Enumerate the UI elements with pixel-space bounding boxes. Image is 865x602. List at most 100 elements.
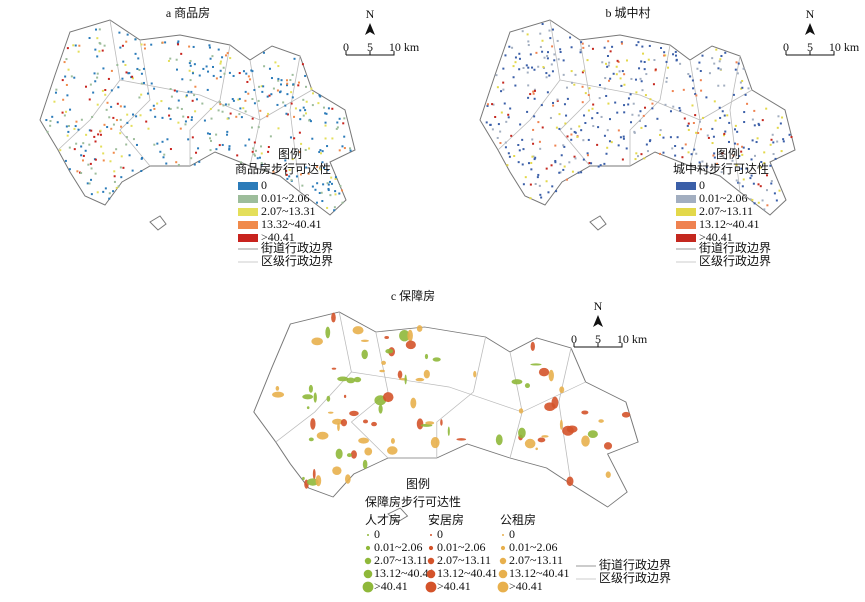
point (77, 50, 80, 53)
point (119, 46, 122, 49)
point (286, 82, 289, 85)
point (736, 143, 739, 146)
point (128, 154, 131, 157)
point (119, 105, 122, 108)
point (551, 70, 554, 73)
point (665, 80, 668, 83)
point (293, 57, 296, 60)
point (743, 111, 746, 114)
point (182, 115, 185, 118)
point (75, 120, 78, 123)
point (239, 107, 242, 110)
point (358, 437, 369, 444)
point (285, 173, 288, 176)
legend-label: 街道行政边界 (599, 558, 671, 572)
point (541, 23, 544, 26)
point (538, 184, 541, 187)
point (120, 125, 123, 128)
point (341, 145, 344, 148)
legend-swatch (238, 221, 258, 229)
point (447, 426, 450, 437)
point (116, 102, 119, 105)
point (580, 129, 583, 132)
point (88, 129, 91, 132)
point (70, 75, 73, 78)
point (112, 151, 115, 154)
point (533, 115, 536, 118)
point (566, 476, 574, 487)
point (526, 71, 529, 74)
point (94, 172, 97, 175)
point (237, 98, 240, 101)
point (321, 150, 324, 153)
island (589, 215, 607, 231)
point (223, 72, 226, 75)
point (131, 75, 134, 78)
point (362, 459, 368, 470)
point (397, 370, 403, 379)
point (125, 40, 128, 43)
point (152, 104, 155, 107)
point (301, 63, 304, 66)
point (285, 112, 288, 115)
point (721, 152, 724, 155)
legend-swatch (363, 569, 373, 579)
point (583, 114, 586, 117)
point (566, 135, 569, 138)
point (734, 124, 737, 127)
point (326, 145, 329, 148)
point (566, 178, 569, 181)
point (318, 151, 321, 154)
point (362, 419, 369, 424)
point (188, 62, 191, 65)
point (132, 138, 135, 141)
point (625, 59, 628, 62)
point (526, 33, 529, 36)
point (260, 85, 263, 88)
point (555, 190, 558, 193)
point (771, 133, 774, 136)
point (527, 44, 530, 47)
point (118, 31, 121, 34)
point (522, 183, 525, 186)
north-arrow (593, 315, 603, 327)
point (416, 325, 423, 332)
point (736, 72, 739, 75)
legend-label: 13.32~40.41 (261, 217, 322, 231)
point (587, 430, 598, 439)
point (719, 68, 722, 71)
point (177, 40, 180, 43)
street-boundary (629, 44, 671, 166)
point (181, 78, 184, 81)
legend-group: 安居房 (428, 512, 464, 527)
point (573, 155, 576, 158)
point (705, 166, 708, 169)
point (717, 84, 720, 87)
point (324, 124, 327, 127)
point (591, 117, 594, 120)
point (147, 127, 150, 130)
point (491, 128, 494, 131)
point (131, 169, 134, 172)
point (173, 89, 176, 92)
point (755, 141, 758, 144)
point (45, 119, 48, 122)
point (93, 72, 96, 75)
point (96, 55, 99, 58)
point (569, 36, 572, 39)
point (691, 79, 694, 82)
point (559, 51, 562, 54)
point (562, 168, 565, 171)
point (715, 48, 718, 51)
point (161, 140, 164, 143)
point (588, 87, 591, 90)
point (609, 77, 612, 80)
point (496, 136, 499, 139)
point (652, 83, 655, 86)
point (90, 178, 93, 181)
point (577, 171, 580, 174)
point (692, 87, 695, 90)
point (582, 139, 585, 142)
point (606, 65, 609, 68)
point (222, 66, 225, 69)
